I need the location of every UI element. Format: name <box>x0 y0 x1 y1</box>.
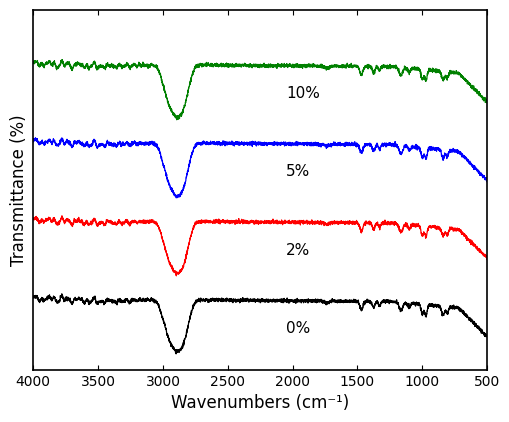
Text: 5%: 5% <box>286 164 310 179</box>
Text: 0%: 0% <box>286 321 310 336</box>
Text: 2%: 2% <box>286 243 310 258</box>
Y-axis label: Transmittance (%): Transmittance (%) <box>10 114 27 265</box>
X-axis label: Wavenumbers (cm⁻¹): Wavenumbers (cm⁻¹) <box>171 394 349 412</box>
Text: 10%: 10% <box>286 86 320 101</box>
